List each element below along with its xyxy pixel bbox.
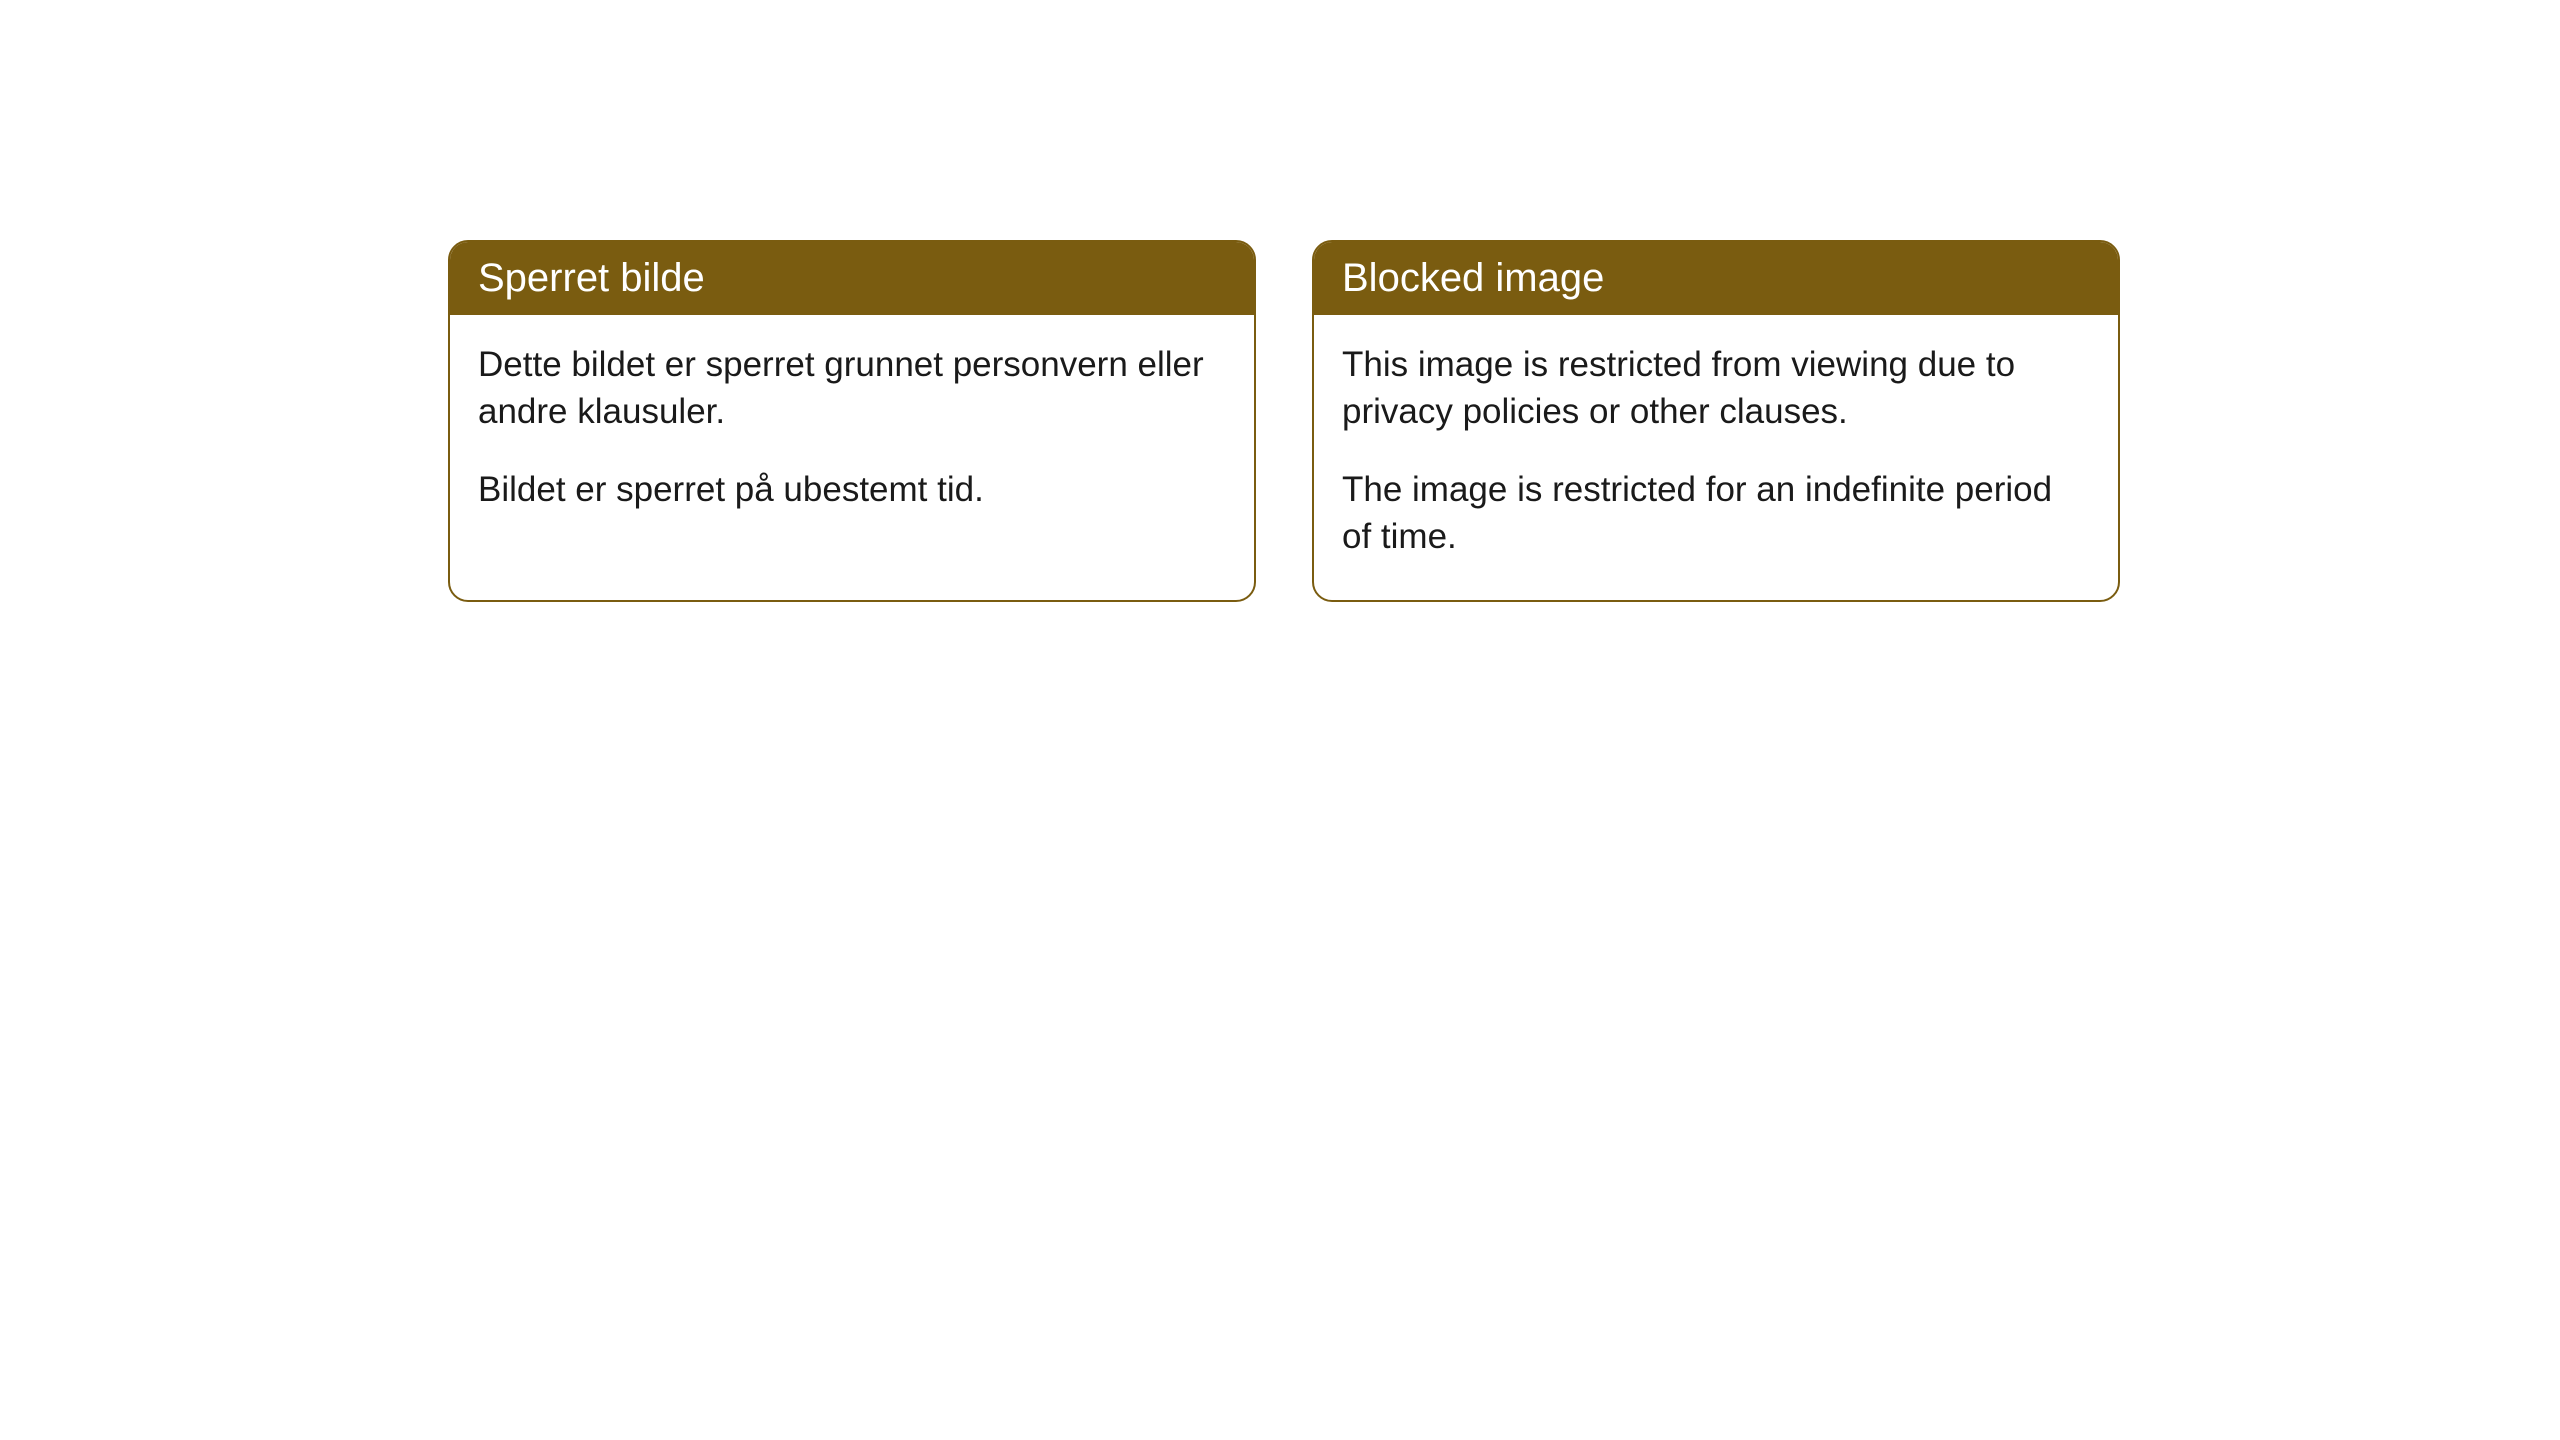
- card-body-norwegian: Dette bildet er sperret grunnet personve…: [450, 315, 1254, 553]
- card-title-english: Blocked image: [1342, 256, 1604, 300]
- notice-card-english: Blocked image This image is restricted f…: [1312, 240, 2120, 602]
- notice-card-norwegian: Sperret bilde Dette bildet er sperret gr…: [448, 240, 1256, 602]
- card-title-norwegian: Sperret bilde: [478, 256, 705, 300]
- card-paragraph-2-norwegian: Bildet er sperret på ubestemt tid.: [478, 466, 1226, 513]
- card-paragraph-1-norwegian: Dette bildet er sperret grunnet personve…: [478, 341, 1226, 436]
- notice-cards-container: Sperret bilde Dette bildet er sperret gr…: [448, 240, 2120, 602]
- card-body-english: This image is restricted from viewing du…: [1314, 315, 2118, 600]
- card-header-english: Blocked image: [1314, 242, 2118, 315]
- card-paragraph-1-english: This image is restricted from viewing du…: [1342, 341, 2090, 436]
- card-paragraph-2-english: The image is restricted for an indefinit…: [1342, 466, 2090, 561]
- card-header-norwegian: Sperret bilde: [450, 242, 1254, 315]
